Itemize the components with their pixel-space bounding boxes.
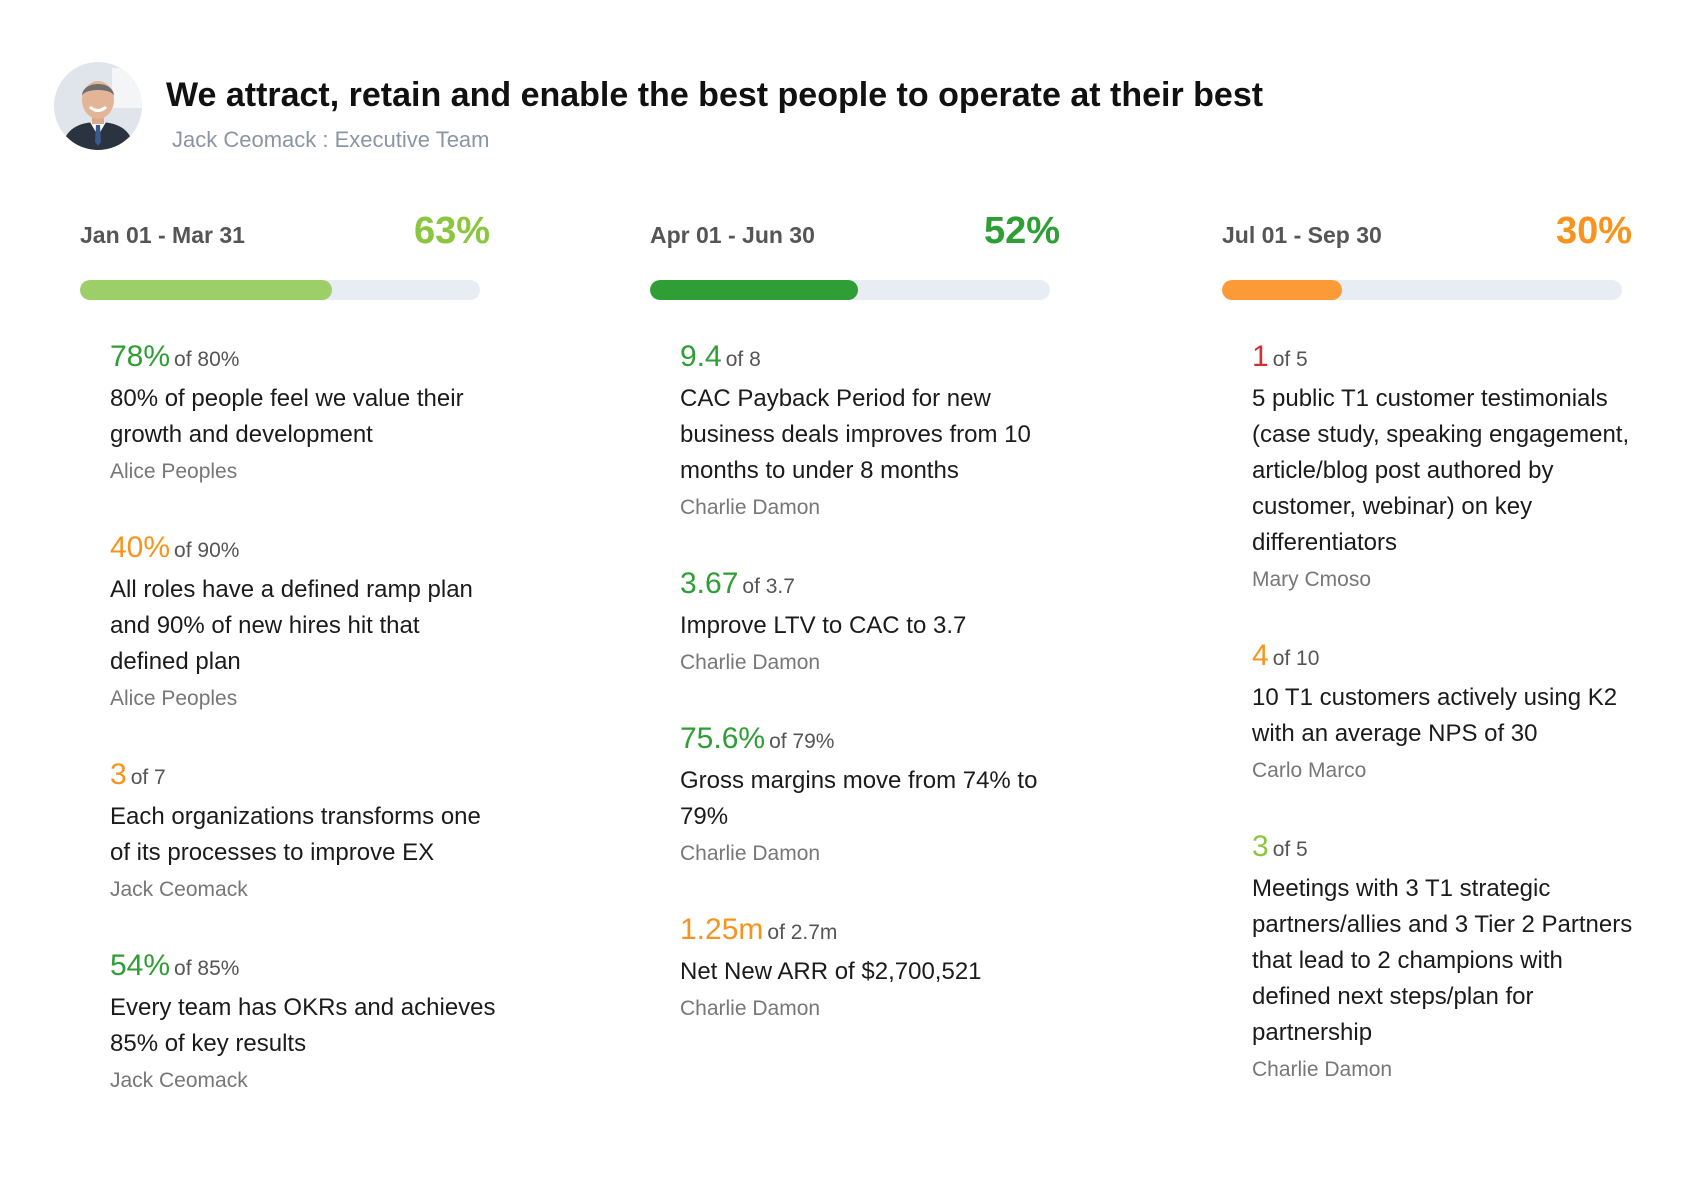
key-result-score: 3 of 5 <box>1252 830 1632 869</box>
key-result-target: of 90% <box>174 539 240 562</box>
key-result-value: 3.67 <box>680 567 739 600</box>
key-result-score: 4 of 10 <box>1252 639 1632 678</box>
key-result-item[interactable]: 78% of 80% 80% of people feel we value the… <box>110 340 490 487</box>
avatar[interactable] <box>54 62 142 150</box>
key-result-value: 40% <box>110 531 171 564</box>
key-result-score: 3.67 of 3.7 <box>680 567 1060 606</box>
key-result-value: 78% <box>110 340 171 373</box>
key-result-target: of 7 <box>130 766 166 789</box>
key-result-target: of 8 <box>725 348 761 371</box>
key-result-value: 75.6% <box>680 722 766 755</box>
key-result-score: 78% of 80% <box>110 340 490 379</box>
key-result-value: 1.25m <box>680 913 764 946</box>
key-result-item[interactable]: 1 of 5 5 public T1 customer testimonials (… <box>1252 340 1632 595</box>
quarter-column: Apr 01 - Jun 30 52% 9.4 of 8 CAC Payback P… <box>650 210 1060 1068</box>
key-results-list: 78% of 80% 80% of people feel we value the… <box>80 340 496 1096</box>
key-result-item[interactable]: 40% of 90% All roles have a defined ramp p… <box>110 531 490 714</box>
key-result-description: Every team has OKRs and achieves 85% of … <box>110 994 496 1057</box>
date-range: Jul 01 - Sep 30 <box>1222 222 1382 248</box>
key-result-owner[interactable]: Jack Ceomack <box>110 878 248 901</box>
key-result-score: 3 of 7 <box>110 758 490 797</box>
key-result-owner[interactable]: Charlie Damon <box>680 651 821 674</box>
key-result-owner[interactable]: Charlie Damon <box>680 496 821 519</box>
key-result-score: 9.4 of 8 <box>680 340 1060 379</box>
progress-bar <box>1222 280 1622 300</box>
key-result-description: Improve LTV to CAC to 3.7 <box>680 612 967 639</box>
key-result-value: 54% <box>110 949 171 982</box>
key-result-value: 3 <box>1252 830 1269 863</box>
key-result-item[interactable]: 1.25m of 2.7m Net New ARR of $2,700,521 Cha… <box>680 913 1060 1024</box>
progress-bar-fill <box>650 280 858 300</box>
objective-header: We attract, retain and enable the best p… <box>54 62 1263 153</box>
key-result-description: Meetings with 3 T1 strategic partners/al… <box>1252 875 1633 1046</box>
key-result-description: 5 public T1 customer testimonials (case … <box>1252 385 1630 556</box>
key-result-description: Gross margins move from 74% to 79% <box>680 767 1038 830</box>
key-result-target: of 5 <box>1272 348 1308 371</box>
progress-bar-fill <box>1222 280 1342 300</box>
progress-bar <box>650 280 1050 300</box>
key-result-description: 10 T1 customers actively using K2 with a… <box>1252 684 1618 747</box>
key-result-score: 1 of 5 <box>1252 340 1632 379</box>
key-result-score: 75.6% of 79% <box>680 722 1060 761</box>
key-result-description: Net New ARR of $2,700,521 <box>680 958 982 985</box>
key-result-item[interactable]: 3 of 5 Meetings with 3 T1 strategic partne… <box>1252 830 1632 1085</box>
key-result-owner[interactable]: Charlie Damon <box>680 842 821 865</box>
quarter-column: Jan 01 - Mar 31 63% 78% of 80% 80% of peop… <box>80 210 496 1140</box>
key-result-score: 40% of 90% <box>110 531 490 570</box>
key-result-description: 80% of people feel we value their growth… <box>110 385 464 448</box>
objective-title: We attract, retain and enable the best p… <box>166 76 1264 114</box>
quarter-percent: 63% <box>413 210 490 252</box>
key-result-item[interactable]: 3.67 of 3.7 Improve LTV to CAC to 3.7 Charl… <box>680 567 1060 678</box>
key-result-target: of 3.7 <box>742 575 795 598</box>
key-result-score: 1.25m of 2.7m <box>680 913 1060 952</box>
key-result-description: Each organizations transforms one of its… <box>110 803 481 866</box>
key-result-target: of 80% <box>174 348 240 371</box>
key-result-target: of 85% <box>174 957 240 980</box>
key-result-owner[interactable]: Alice Peoples <box>110 687 238 710</box>
key-result-item[interactable]: 4 of 10 10 T1 customers actively using K2 … <box>1252 639 1632 786</box>
key-result-value: 4 <box>1252 639 1269 672</box>
key-result-target: of 10 <box>1272 647 1320 670</box>
key-result-target: of 5 <box>1272 838 1308 861</box>
key-result-owner[interactable]: Alice Peoples <box>110 460 238 483</box>
key-result-owner[interactable]: Mary Cmoso <box>1252 568 1372 591</box>
quarter-percent: 30% <box>1555 210 1632 252</box>
key-result-owner[interactable]: Charlie Damon <box>680 997 821 1020</box>
date-range: Jan 01 - Mar 31 <box>80 222 245 248</box>
key-result-score: 54% of 85% <box>110 949 490 988</box>
key-result-item[interactable]: 3 of 7 Each organizations transforms one o… <box>110 758 490 905</box>
key-result-description: CAC Payback Period for new business deal… <box>680 385 1031 484</box>
avatar-image <box>54 62 142 150</box>
objective-owner[interactable]: Jack Ceomack : Executive Team <box>172 127 490 152</box>
key-result-item[interactable]: 54% of 85% Every team has OKRs and achieve… <box>110 949 496 1096</box>
key-result-owner[interactable]: Jack Ceomack <box>110 1069 248 1092</box>
key-result-target: of 2.7m <box>767 921 838 944</box>
key-result-value: 1 <box>1252 340 1269 373</box>
key-result-value: 9.4 <box>680 340 722 373</box>
key-results-list: 9.4 of 8 CAC Payback Period for new busine… <box>650 340 1060 1024</box>
quarter-percent: 52% <box>983 210 1060 252</box>
key-result-description: All roles have a defined ramp plan and 9… <box>110 576 473 675</box>
key-result-item[interactable]: 75.6% of 79% Gross margins move from 74% t… <box>680 722 1060 869</box>
date-range: Apr 01 - Jun 30 <box>650 222 815 248</box>
progress-bar-fill <box>80 280 332 300</box>
key-result-item[interactable]: 9.4 of 8 CAC Payback Period for new busine… <box>680 340 1060 523</box>
key-result-owner[interactable]: Charlie Damon <box>1252 1058 1393 1081</box>
progress-bar <box>80 280 480 300</box>
key-result-value: 3 <box>110 758 127 791</box>
key-result-owner[interactable]: Carlo Marco <box>1252 759 1367 782</box>
key-result-target: of 79% <box>769 730 835 753</box>
